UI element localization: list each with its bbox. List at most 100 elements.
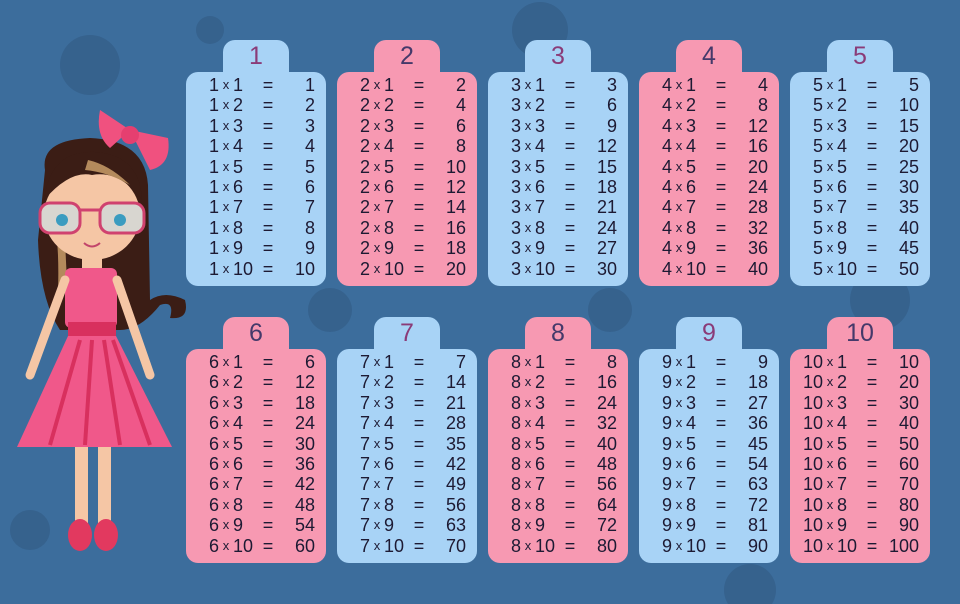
table-row: 1 x 3 = 3 <box>186 116 326 136</box>
multiplicand: 3 <box>510 75 521 95</box>
times-sign: x <box>222 496 230 512</box>
multiplier: 6 <box>233 453 244 474</box>
times-sign: x <box>373 354 381 369</box>
times-sign: x <box>373 97 381 113</box>
multiplier: 9 <box>837 238 848 259</box>
table-row: 9 x 3 = 27 <box>639 393 779 413</box>
table-row: 4 x 2 = 8 <box>639 95 779 115</box>
multiplicand: 6 <box>208 535 219 556</box>
table-body <box>790 72 930 286</box>
product: 12 <box>294 372 315 393</box>
equals-sign: = <box>564 217 576 238</box>
product: 6 <box>455 115 466 136</box>
multiplier: 8 <box>686 494 697 515</box>
equals-sign: = <box>715 413 727 434</box>
multiplier: 4 <box>535 413 546 434</box>
product: 7 <box>304 197 315 218</box>
equals-sign: = <box>262 515 274 536</box>
times-sign: x <box>675 260 683 276</box>
table-row: 7 x 4 = 28 <box>337 413 477 433</box>
product: 100 <box>888 535 919 556</box>
multiplier: 1 <box>233 352 244 372</box>
product: 18 <box>747 372 768 393</box>
multiplicand: 7 <box>359 433 370 454</box>
table-row: 6 x 7 = 42 <box>186 474 326 494</box>
times-sign: x <box>222 394 230 410</box>
multiplicand: 10 <box>802 352 823 372</box>
times-sign: x <box>524 374 532 390</box>
table-row: 10 x 6 = 60 <box>790 454 930 474</box>
flower-decoration <box>10 510 50 550</box>
table-row: 10 x 4 = 40 <box>790 413 930 433</box>
multiplier: 2 <box>535 95 546 116</box>
product: 60 <box>898 453 919 474</box>
times-sign: x <box>675 240 683 256</box>
product: 90 <box>898 515 919 536</box>
multiplicand: 4 <box>661 258 672 279</box>
multiplicand: 5 <box>812 217 823 238</box>
equals-sign: = <box>715 433 727 454</box>
times-sign: x <box>373 435 381 451</box>
multiplier: 3 <box>837 115 848 136</box>
times-sign: x <box>675 496 683 512</box>
table-row: 2 x 9 = 18 <box>337 238 477 258</box>
multiplicand: 8 <box>510 453 521 474</box>
girl-illustration <box>17 110 186 551</box>
table-row: 2 x 2 = 4 <box>337 95 477 115</box>
equals-sign: = <box>413 238 425 259</box>
times-sign: x <box>826 260 834 276</box>
multiplicand: 4 <box>661 176 672 197</box>
multiplier: 5 <box>686 433 697 454</box>
multiplicand: 10 <box>802 433 823 454</box>
product: 18 <box>294 392 315 413</box>
equals-sign: = <box>262 258 274 279</box>
equals-sign: = <box>715 136 727 157</box>
times-sign: x <box>675 476 683 492</box>
product: 6 <box>304 352 315 372</box>
product: 20 <box>747 156 768 177</box>
product: 4 <box>304 136 315 157</box>
multiplicand: 9 <box>661 352 672 372</box>
times-sign: x <box>373 537 381 553</box>
times-sign: x <box>675 158 683 174</box>
multiplicand: 4 <box>661 136 672 157</box>
table-row: 9 x 10 = 90 <box>639 536 779 556</box>
table-row: 1 x 1 = 1 <box>186 75 326 95</box>
product: 20 <box>898 136 919 157</box>
equals-sign: = <box>564 156 576 177</box>
multiplier: 6 <box>535 453 546 474</box>
product: 4 <box>757 75 768 95</box>
multiplier: 1 <box>686 352 697 372</box>
times-sign: x <box>524 240 532 256</box>
times-sign: x <box>675 97 683 113</box>
multiplicand: 7 <box>359 453 370 474</box>
multiplier: 10 <box>384 258 405 279</box>
multiplicand: 3 <box>510 238 521 259</box>
multiplier: 2 <box>384 95 395 116</box>
multiplier: 3 <box>686 115 697 136</box>
multiplicand: 3 <box>510 136 521 157</box>
multiplicand: 7 <box>359 352 370 372</box>
equals-sign: = <box>866 474 878 495</box>
equals-sign: = <box>715 156 727 177</box>
times-sign: x <box>524 260 532 276</box>
multiplicand: 8 <box>510 433 521 454</box>
times-sign: x <box>826 354 834 369</box>
table-row: 3 x 8 = 24 <box>488 218 628 238</box>
table-row: 1 x 2 = 2 <box>186 95 326 115</box>
equals-sign: = <box>715 372 727 393</box>
multiplier: 5 <box>233 433 244 454</box>
equals-sign: = <box>262 372 274 393</box>
table-row: 8 x 8 = 64 <box>488 495 628 515</box>
equals-sign: = <box>564 474 576 495</box>
equals-sign: = <box>866 197 878 218</box>
table-body <box>639 72 779 286</box>
equals-sign: = <box>866 238 878 259</box>
product: 24 <box>747 176 768 197</box>
times-sign: x <box>826 97 834 113</box>
equals-sign: = <box>262 392 274 413</box>
table-row: 3 x 5 = 15 <box>488 157 628 177</box>
multiplier: 8 <box>686 217 697 238</box>
table-row: 9 x 7 = 63 <box>639 474 779 494</box>
multiplicand: 1 <box>208 136 219 157</box>
